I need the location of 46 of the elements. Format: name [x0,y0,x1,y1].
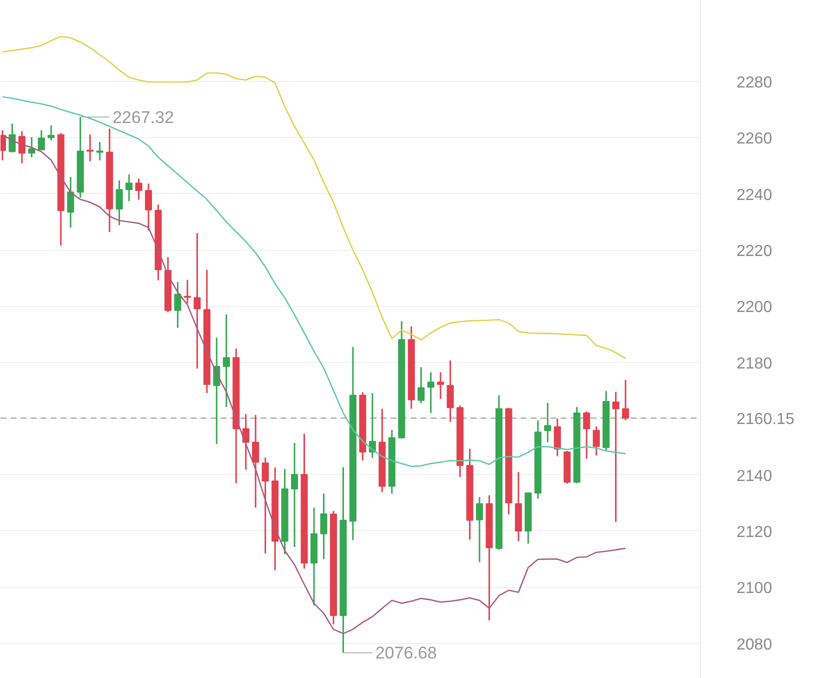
candlestick [8,122,16,153]
candlestick [583,410,590,460]
y-tick-label: 2240 [736,186,772,204]
ref-line-label: 2160.15 [736,411,794,428]
annotation: 2267.32 [112,108,174,128]
candlestick [194,232,201,370]
y-tick-label: 2120 [736,524,772,541]
candlestick [174,281,182,329]
line-series [2,36,626,360]
candlestick [427,371,434,414]
candlestick [476,496,484,563]
line-series [2,96,626,468]
y-tick-label: 2180 [736,355,772,372]
candlestick [125,174,133,202]
candlestick [96,141,104,162]
candlestick [291,442,298,548]
candlestick [544,402,552,443]
candlestick [222,314,230,408]
candlestick [18,130,26,164]
y-tick-label: 2220 [736,243,772,260]
candlestick [554,418,561,457]
candlestick [418,366,425,404]
candlestick [28,136,36,158]
candlestick [612,391,620,523]
y-tick-label: 2080 [736,636,772,654]
y-tick-label: 2140 [736,468,772,485]
candlestick [38,130,45,150]
candlestick [320,492,328,560]
candlestick [622,379,630,422]
candlestick [48,124,55,142]
y-tick-label: 2260 [736,130,772,148]
candlestick [437,371,444,400]
annotation: 2076.68 [375,644,437,663]
y-tick-label: 2200 [736,299,772,316]
candlestick [592,426,600,456]
candlestick [144,182,152,232]
candlestick [262,456,269,554]
candlestick [135,178,142,200]
candlestick [67,176,74,228]
candlestick [446,360,454,423]
candlestick [242,413,250,470]
candlestick [252,414,260,508]
y-tick-label: 2100 [736,580,772,598]
candlestick [116,180,123,226]
y-tick-label: 2280 [736,74,772,92]
line-series [2,134,626,634]
